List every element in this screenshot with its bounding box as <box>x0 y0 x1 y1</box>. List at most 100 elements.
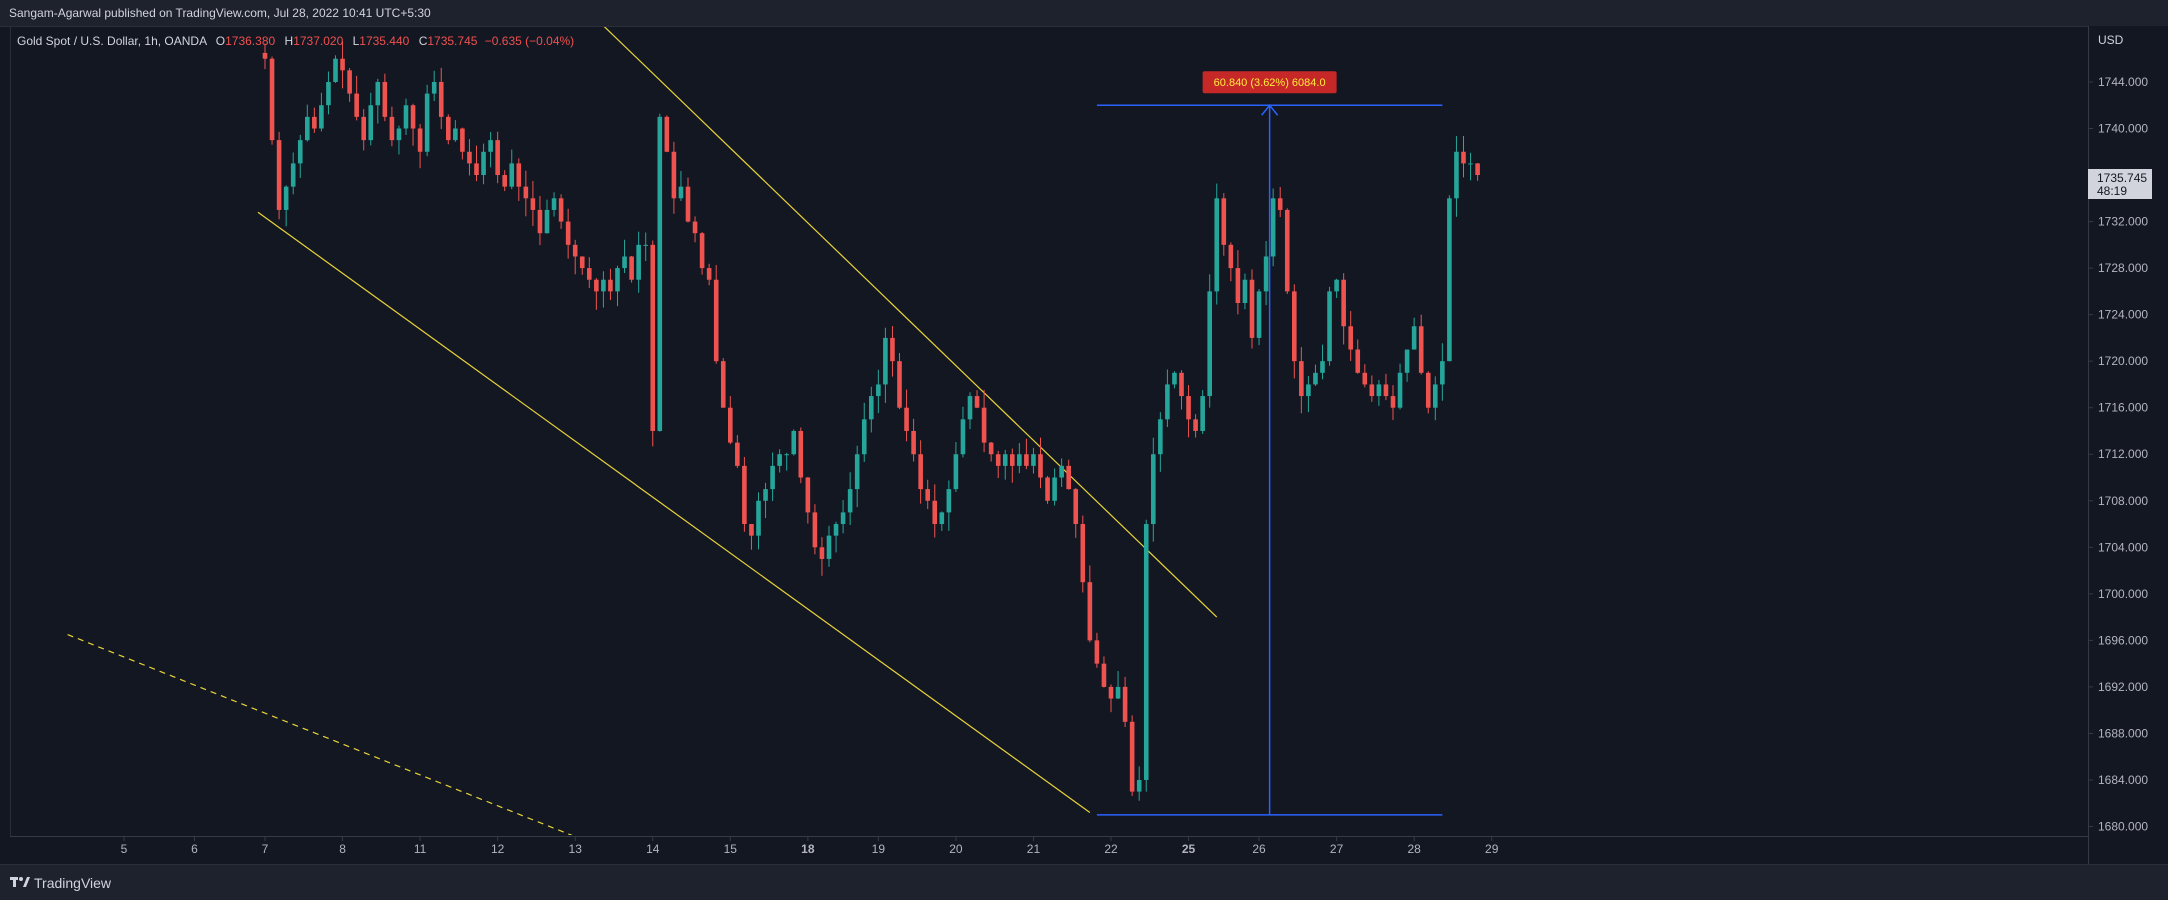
symbol-legend: Gold Spot / U.S. Dollar, 1h, OANDA O1736… <box>17 34 574 48</box>
candle-body <box>1376 384 1382 397</box>
candle-body <box>749 524 754 536</box>
time-tick-label: 20 <box>949 842 963 856</box>
candle-body <box>347 70 352 94</box>
candle-body <box>932 500 938 525</box>
candle-body <box>1433 384 1438 408</box>
candle-body <box>643 244 648 246</box>
candle-body <box>1447 198 1452 362</box>
candle-body <box>1165 384 1170 420</box>
candle-body <box>488 140 493 152</box>
candle-body <box>368 105 374 141</box>
candle-body <box>403 105 409 129</box>
candle-body <box>551 198 557 210</box>
candle-body <box>1334 279 1339 292</box>
candle-body <box>1143 524 1149 780</box>
trendline-1 <box>257 211 1091 814</box>
open-key: O <box>215 34 226 48</box>
candle-body <box>1390 396 1396 408</box>
candle-body <box>290 163 296 187</box>
publisher-text: Sangam-Agarwal published on TradingView.… <box>9 6 431 20</box>
high-value: 1737.020 <box>293 34 344 48</box>
candle-body <box>608 279 613 292</box>
candles <box>262 41 1480 801</box>
price-range-tool: 60.840 (3.62%) 6084.0 <box>1096 71 1443 816</box>
candle-body <box>861 419 867 455</box>
time-tick-label: 15 <box>724 842 738 856</box>
candle-body <box>431 81 437 94</box>
candle-body <box>516 163 522 187</box>
drawing-tools <box>67 27 1218 835</box>
candle-body <box>467 151 472 164</box>
candle-body <box>897 361 902 408</box>
candle-body <box>833 524 839 536</box>
price-tick-label: 1704.000 <box>2098 540 2148 554</box>
candle-body <box>678 186 684 199</box>
candlestick-chart[interactable]: 60.840 (3.62%) 6084.0 USD 1744.000 1740.00… <box>0 0 2168 864</box>
time-tick-label: 22 <box>1104 842 1118 856</box>
candle-body <box>777 454 782 466</box>
candle-body <box>1059 465 1064 478</box>
candle-body <box>1017 454 1022 466</box>
candle-body <box>544 209 550 234</box>
candle-body <box>262 52 268 59</box>
time-tick-label: 12 <box>491 842 505 856</box>
measure-badge <box>1202 71 1337 94</box>
candle-body <box>1045 477 1050 501</box>
trendline-2 <box>603 27 1218 618</box>
candle-body <box>396 128 402 141</box>
time-tick-label: 27 <box>1330 842 1344 856</box>
price-tick-label: 1720.000 <box>2098 354 2148 368</box>
candle-body <box>763 489 768 501</box>
candle-body <box>1425 372 1431 408</box>
time-axis[interactable] <box>10 836 2088 865</box>
candle-body <box>967 396 973 420</box>
candle-body <box>474 163 479 176</box>
candle-body <box>629 256 634 280</box>
price-tick-label: 1744.000 <box>2098 75 2148 89</box>
candle-body <box>671 151 677 199</box>
candle-body <box>1383 384 1389 397</box>
candle-body <box>995 454 1001 466</box>
price-tick-label: 1732.000 <box>2098 215 2148 229</box>
last-price-tag <box>2088 168 2152 199</box>
time-tick-label: 8 <box>339 842 346 856</box>
candle-body <box>269 58 275 141</box>
measure-arrow-icon <box>1261 104 1279 116</box>
candle-body <box>1193 419 1198 431</box>
price-tick-label: 1716.000 <box>2098 401 2148 415</box>
candle-body <box>960 419 966 455</box>
price-axis[interactable] <box>2088 26 2168 864</box>
candle-body <box>1136 779 1142 792</box>
candle-body <box>890 337 895 362</box>
candle-body <box>1207 291 1212 397</box>
candle-body <box>326 81 331 106</box>
time-tick-label: 19 <box>872 842 886 856</box>
time-tick-label: 6 <box>191 842 198 856</box>
candle-body <box>657 116 663 431</box>
close-key: C <box>418 34 428 48</box>
last-price-label: 1735.745 <box>2097 171 2147 185</box>
candle-body <box>1101 663 1107 687</box>
candle-body <box>601 279 606 292</box>
candle-body <box>1270 198 1276 257</box>
candle-body <box>1263 256 1269 292</box>
candle-body <box>664 116 670 152</box>
time-tick-label: 13 <box>569 842 583 856</box>
candle-body <box>1320 361 1325 373</box>
candle-body <box>375 81 381 106</box>
tradingview-logo-icon <box>10 877 30 887</box>
candle-body <box>1306 384 1311 397</box>
price-tick-label: 1708.000 <box>2098 494 2148 508</box>
candle-body <box>495 140 500 176</box>
candle-body <box>1073 489 1079 525</box>
time-tick-label: 29 <box>1485 842 1499 856</box>
candle-body <box>1038 454 1043 478</box>
candle-body <box>650 244 656 431</box>
candle-body <box>537 209 543 234</box>
candle-body <box>981 407 987 443</box>
candle-body <box>784 454 789 456</box>
tradingview-brand[interactable]: TradingView <box>34 875 112 891</box>
candle-body <box>481 151 486 176</box>
candle-body <box>1129 721 1135 792</box>
low-value: 1735.440 <box>359 34 410 48</box>
